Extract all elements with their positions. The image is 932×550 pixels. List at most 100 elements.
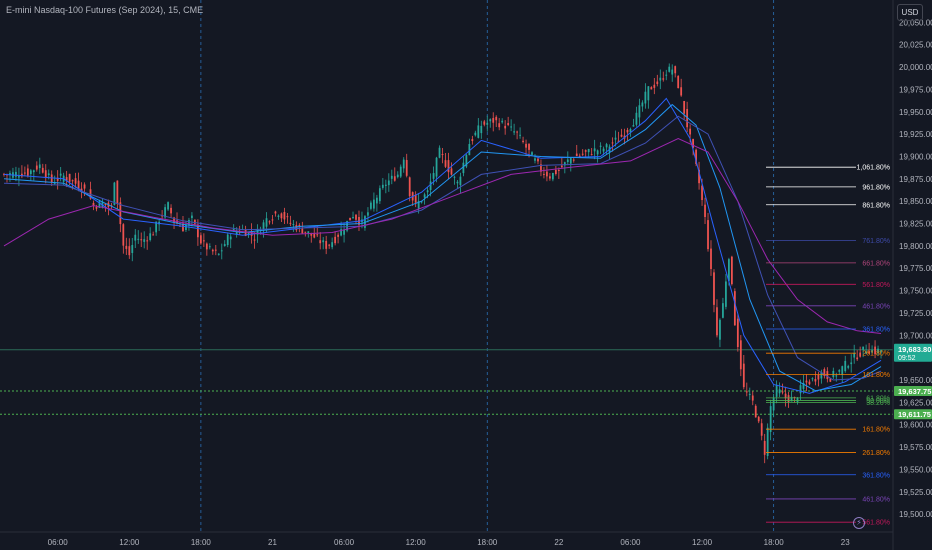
x-tick-label: 12:00 <box>406 538 427 547</box>
candle-body <box>319 240 322 244</box>
candle-body <box>572 159 575 161</box>
candle-body <box>146 240 149 242</box>
candle-body <box>736 318 739 348</box>
candle-body <box>674 66 677 74</box>
candle-body <box>713 272 715 305</box>
candle-body <box>766 427 769 456</box>
candle-body <box>614 137 617 140</box>
candle-body <box>328 244 331 246</box>
candle-body <box>408 177 411 197</box>
candle-body <box>593 148 596 152</box>
y-tick-label: 19,700.00 <box>899 331 932 340</box>
candle-body <box>95 206 98 209</box>
y-tick-label: 19,950.00 <box>899 108 932 117</box>
candle-body <box>202 240 205 242</box>
candle-body <box>226 234 229 246</box>
candle-body <box>143 239 146 242</box>
candle-body <box>817 374 820 380</box>
candle-body <box>531 152 533 155</box>
candle-body <box>510 126 513 128</box>
candle-body <box>343 229 345 235</box>
candle-body <box>98 201 101 209</box>
candle-body <box>271 219 274 221</box>
candle-body <box>498 123 501 128</box>
candle-body <box>760 423 763 436</box>
fib-label-15: 361.80% <box>862 472 890 479</box>
candle-body <box>56 177 59 181</box>
candle-body <box>733 291 736 326</box>
fib-label-3: 761.80% <box>862 238 890 245</box>
candle-body <box>104 203 107 205</box>
candle-body <box>492 117 495 123</box>
candle-body <box>134 234 137 241</box>
candle-body <box>384 184 387 186</box>
candle-body <box>244 229 247 237</box>
candle-body <box>835 375 838 377</box>
candle-body <box>423 194 426 198</box>
candle-body <box>77 180 80 189</box>
candle-body <box>349 217 351 221</box>
lightning-icon[interactable]: ⚡ <box>853 517 865 529</box>
candle-body <box>444 160 447 167</box>
candle-body <box>707 220 709 250</box>
currency-button[interactable]: USD <box>897 4 923 21</box>
candle-body <box>235 231 238 235</box>
candle-body <box>453 176 456 178</box>
candle-body <box>596 150 599 155</box>
candle-body <box>868 351 870 354</box>
candle-body <box>191 215 193 219</box>
fib-label-7: 361.80% <box>862 327 890 334</box>
symbol-title: E-mini Nasdaq-100 Futures (Sep 2024), 15… <box>6 5 204 15</box>
fib-label-1: 961.80% <box>862 184 890 191</box>
candle-body <box>584 150 587 152</box>
candle-body <box>128 246 131 256</box>
candle-body <box>629 129 632 133</box>
candle-body <box>295 225 298 231</box>
candle-body <box>862 346 865 350</box>
candle-body <box>194 219 196 224</box>
candle-body <box>420 201 423 203</box>
price-label-sub-last: 09:52 <box>898 355 916 362</box>
candle-body <box>537 158 539 162</box>
candle-body <box>197 224 199 238</box>
candle-body <box>3 173 5 175</box>
candle-body <box>763 440 766 455</box>
candle-body <box>751 395 754 401</box>
candle-body <box>796 398 799 403</box>
candle-body <box>772 398 775 411</box>
candle-body <box>754 405 757 418</box>
candle-body <box>566 159 569 163</box>
candle-body <box>725 281 727 307</box>
y-tick-label: 19,550.00 <box>899 465 932 474</box>
candle-body <box>653 84 656 88</box>
candle-body <box>599 145 602 147</box>
candle-body <box>480 125 483 134</box>
candle-body <box>486 122 489 125</box>
candle-body <box>549 176 551 179</box>
x-tick-label: 21 <box>268 538 277 547</box>
candle-body <box>229 236 232 240</box>
price-label-text-high-line: 19,637.75 <box>898 387 931 396</box>
candle-body <box>18 176 20 178</box>
candle-body <box>456 181 459 184</box>
candle-body <box>35 165 38 170</box>
candle-body <box>528 143 530 150</box>
candle-body <box>474 132 477 136</box>
x-tick-label: 18:00 <box>191 538 212 547</box>
candle-body <box>525 143 527 148</box>
candle-body <box>301 228 304 234</box>
candle-body <box>38 164 41 169</box>
candle-body <box>373 199 375 209</box>
candle-body <box>781 391 784 393</box>
candle-body <box>396 174 399 178</box>
candle-body <box>841 366 844 375</box>
candle-body <box>832 370 835 378</box>
candle-body <box>793 396 796 398</box>
candle-body <box>656 81 659 85</box>
fib-label-11: 50.00% <box>866 398 890 405</box>
candle-body <box>638 105 641 118</box>
fib-label-6: 461.80% <box>862 303 890 310</box>
fib-label-5: 561.80% <box>862 282 890 289</box>
candle-body <box>185 224 187 230</box>
